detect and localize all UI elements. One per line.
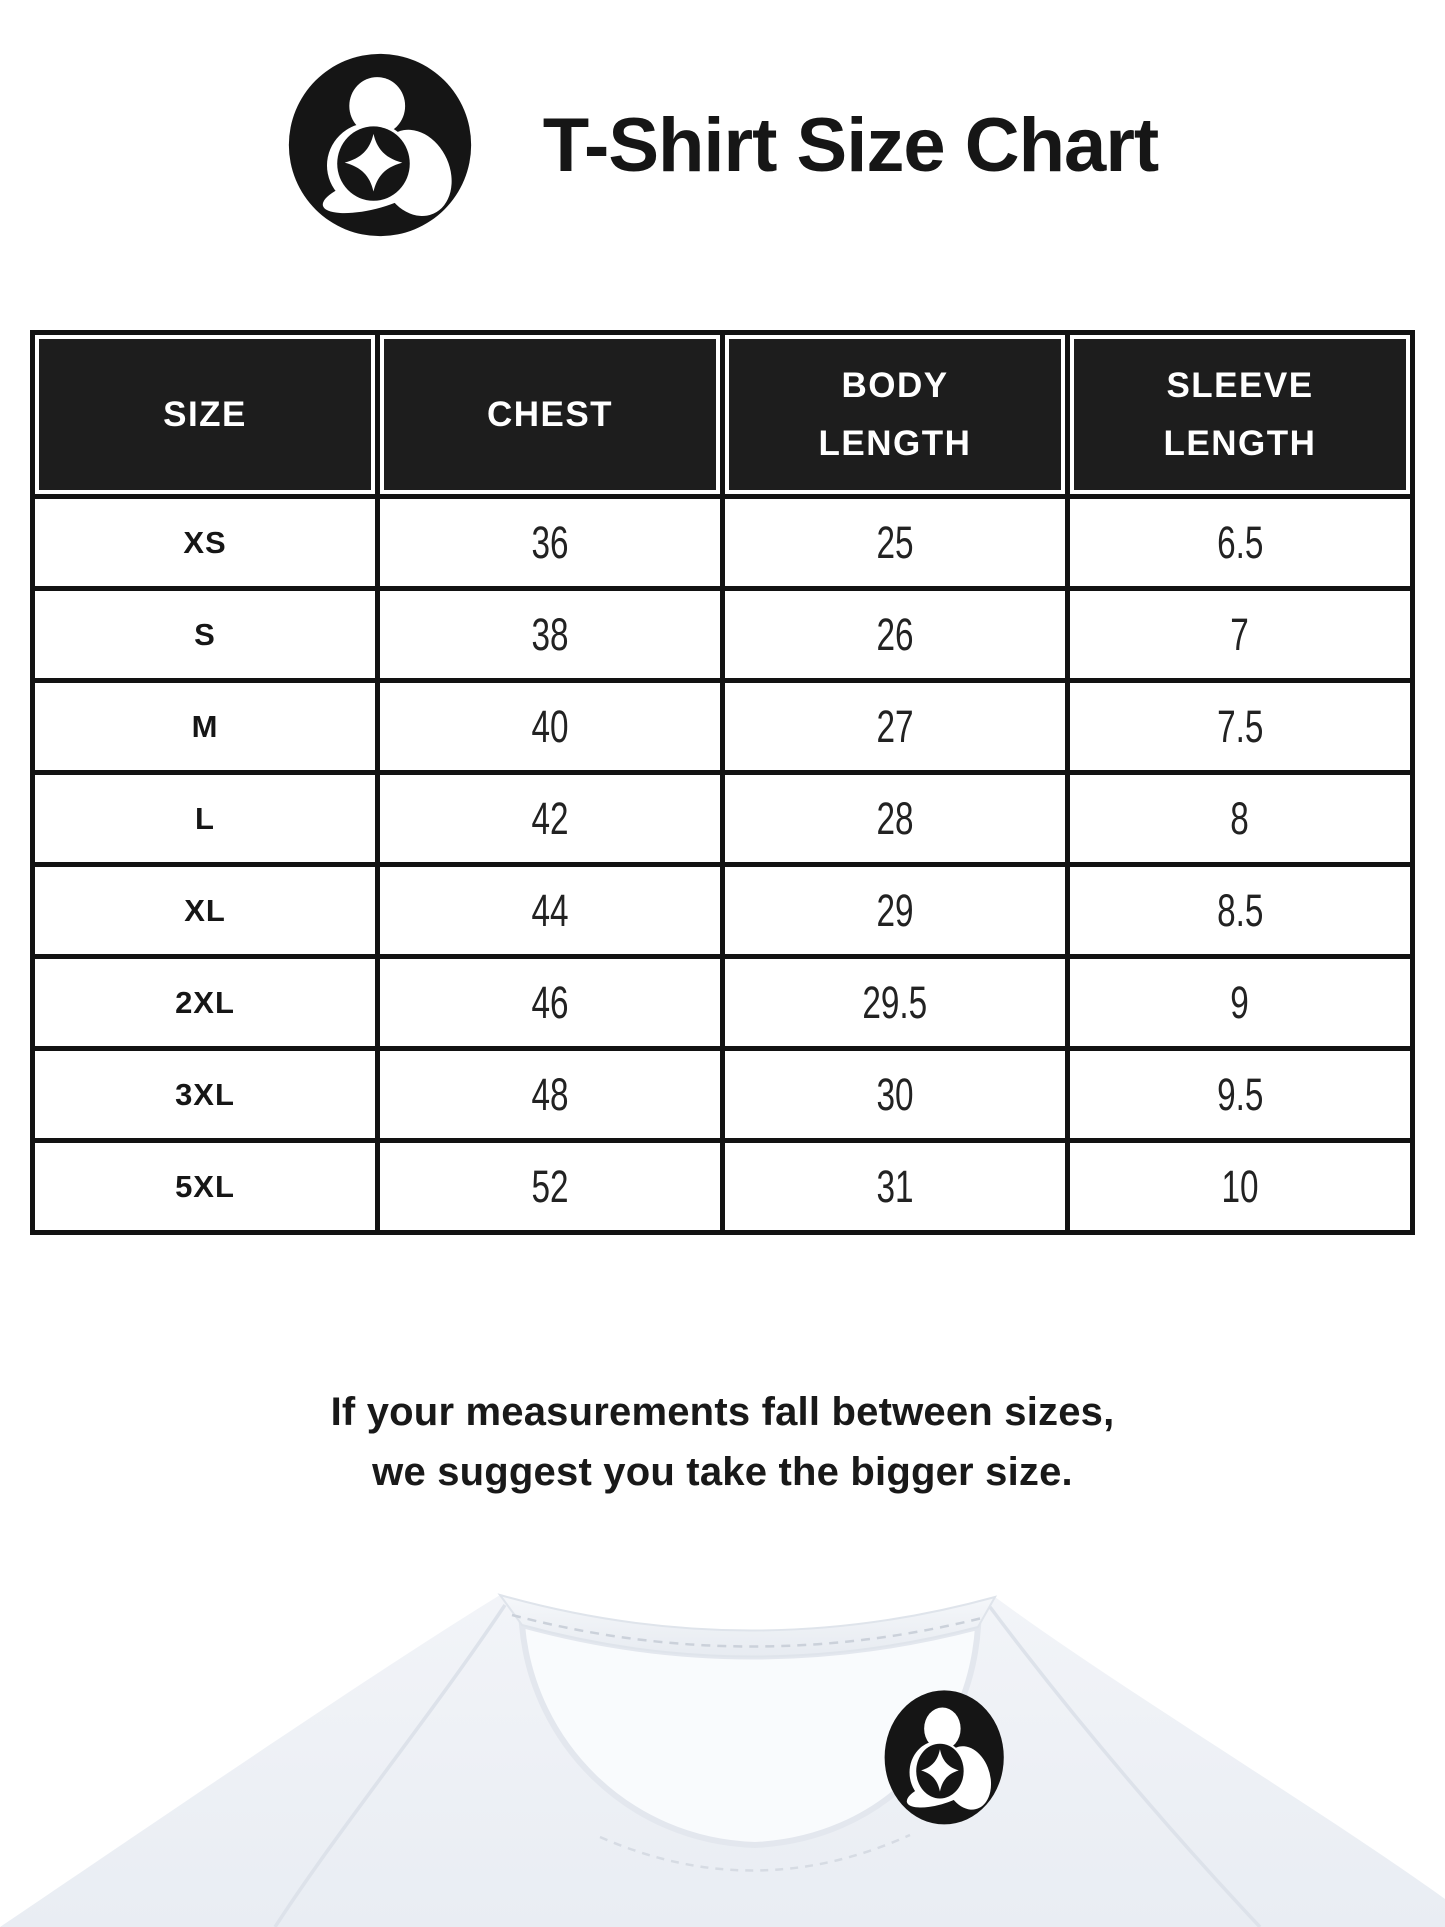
table-row-5xl: 5XL 52 31 10 <box>30 1138 1415 1235</box>
body-length-value: 27 <box>720 678 1070 775</box>
size-label: XS <box>30 494 380 591</box>
sleeve-length-value: 7.5 <box>1065 678 1415 775</box>
table-row-m: M 40 27 7.5 <box>30 678 1415 775</box>
table-row-xl: XL 44 29 8.5 <box>30 862 1415 959</box>
body-length-value: 31 <box>720 1138 1070 1235</box>
header-row: SIZE CHEST BODY LENGTH SLEEVE LENGTH <box>30 330 1415 499</box>
header-chest: CHEST <box>375 330 725 499</box>
chest-value: 42 <box>375 770 725 867</box>
size-table: SIZE CHEST BODY LENGTH SLEEVE LENGTH XS … <box>30 330 1415 1235</box>
body-length-value: 29 <box>720 862 1070 959</box>
fit-note: If your measurements fall between sizes,… <box>0 1382 1445 1502</box>
tshirt-left-seam <box>273 1604 507 1927</box>
body-length-value: 30 <box>720 1046 1070 1143</box>
header-size: SIZE <box>30 330 380 499</box>
chest-value: 36 <box>375 494 725 591</box>
tshirt-right-seam <box>988 1605 1262 1927</box>
body-length-value: 25 <box>720 494 1070 591</box>
size-table-header: SIZE CHEST BODY LENGTH SLEEVE LENGTH <box>30 330 1415 499</box>
tshirt-collar-band <box>497 1593 998 1658</box>
collar-stitch-line <box>511 1613 987 1648</box>
sleeve-length-value: 6.5 <box>1065 494 1415 591</box>
tshirt-collar-image <box>0 1593 1445 1927</box>
chest-value: 38 <box>375 586 725 683</box>
body-length-value: 29.5 <box>720 954 1070 1051</box>
sleeve-length-value: 8 <box>1065 770 1415 867</box>
chest-value: 40 <box>375 678 725 775</box>
collar-label-logo-icon <box>885 1690 1004 1824</box>
chest-value: 46 <box>375 954 725 1051</box>
table-row-3xl: 3XL 48 30 9.5 <box>30 1046 1415 1143</box>
scoop-stitch-line <box>599 1833 911 1872</box>
fit-note-line-1: If your measurements fall between sizes, <box>330 1390 1115 1434</box>
header-sleeve-length: SLEEVE LENGTH <box>1065 330 1415 499</box>
sleeve-length-value: 10 <box>1065 1138 1415 1235</box>
size-table-body: XS 36 25 6.5 S 38 26 7 M 40 27 7.5 L 42 … <box>30 494 1415 1235</box>
chest-value: 44 <box>375 862 725 959</box>
body-length-value: 26 <box>720 586 1070 683</box>
size-label: 5XL <box>30 1138 380 1235</box>
header-body-length: BODY LENGTH <box>720 330 1070 499</box>
chest-value: 48 <box>375 1046 725 1143</box>
table-row-2xl: 2XL 46 29.5 9 <box>30 954 1415 1051</box>
size-table-container: SIZE CHEST BODY LENGTH SLEEVE LENGTH XS … <box>30 330 1415 1235</box>
brand-header: T-Shirt Size Chart <box>0 52 1445 238</box>
chest-value: 52 <box>375 1138 725 1235</box>
sleeve-length-value: 9 <box>1065 954 1415 1051</box>
size-label: 2XL <box>30 954 380 1051</box>
size-label: XL <box>30 862 380 959</box>
table-row-s: S 38 26 7 <box>30 586 1415 683</box>
page-title: T-Shirt Size Chart <box>542 102 1159 188</box>
fit-note-line-2: we suggest you take the bigger size. <box>372 1450 1073 1494</box>
table-row-xs: XS 36 25 6.5 <box>30 494 1415 591</box>
sleeve-length-value: 8.5 <box>1065 862 1415 959</box>
body-length-value: 28 <box>720 770 1070 867</box>
size-label: 3XL <box>30 1046 380 1143</box>
size-label: S <box>30 586 380 683</box>
sleeve-length-value: 7 <box>1065 586 1415 683</box>
size-label: M <box>30 678 380 775</box>
sleeve-length-value: 9.5 <box>1065 1046 1415 1143</box>
size-label: L <box>30 770 380 867</box>
brand-logo-icon <box>287 52 473 238</box>
table-row-l: L 42 28 8 <box>30 770 1415 867</box>
